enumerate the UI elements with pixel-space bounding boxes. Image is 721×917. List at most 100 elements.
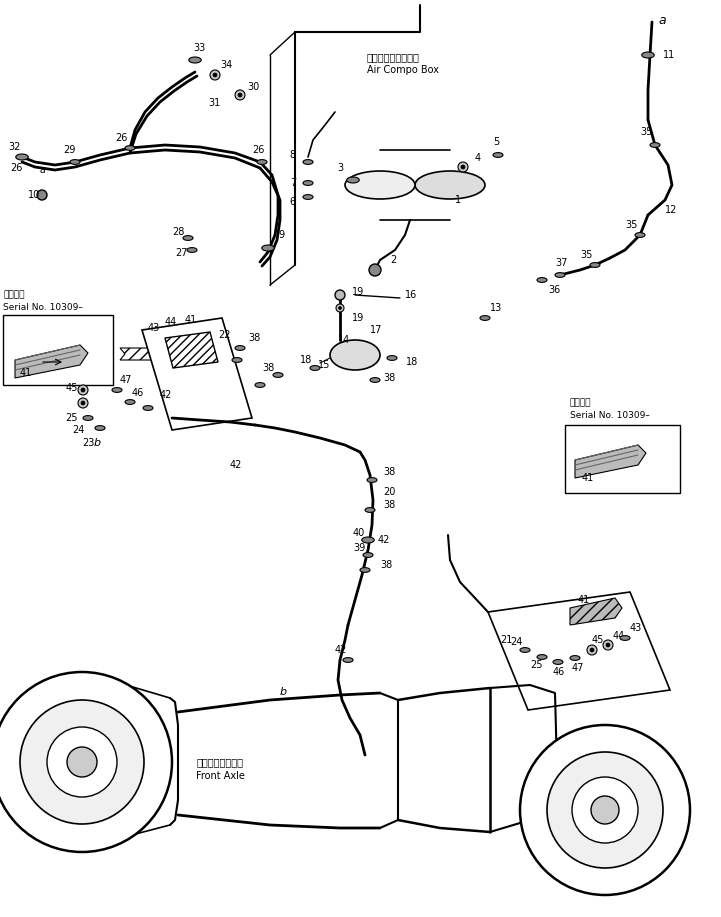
Text: 6: 6 xyxy=(290,197,296,207)
Circle shape xyxy=(213,73,217,77)
Circle shape xyxy=(81,388,85,392)
Text: 2: 2 xyxy=(390,255,397,265)
Ellipse shape xyxy=(125,146,135,150)
Text: 35: 35 xyxy=(580,250,593,260)
Text: 8: 8 xyxy=(290,150,296,160)
Text: Air Compo Box: Air Compo Box xyxy=(367,65,439,75)
Circle shape xyxy=(587,645,597,655)
Text: 42: 42 xyxy=(160,390,172,400)
Circle shape xyxy=(461,165,465,169)
Polygon shape xyxy=(488,592,670,710)
Circle shape xyxy=(78,398,88,408)
Text: 33: 33 xyxy=(193,43,205,53)
Ellipse shape xyxy=(235,346,245,350)
Ellipse shape xyxy=(620,635,630,640)
Text: 25: 25 xyxy=(65,413,77,423)
Ellipse shape xyxy=(635,233,645,238)
Text: 26: 26 xyxy=(115,133,128,143)
Ellipse shape xyxy=(365,508,375,513)
Ellipse shape xyxy=(343,657,353,662)
Ellipse shape xyxy=(187,248,197,252)
Text: Front Axle: Front Axle xyxy=(195,771,244,781)
Text: 36: 36 xyxy=(548,285,560,295)
Circle shape xyxy=(338,306,342,310)
Text: 18: 18 xyxy=(406,357,418,367)
Text: 41: 41 xyxy=(578,595,590,605)
Ellipse shape xyxy=(330,340,380,370)
Text: 15: 15 xyxy=(318,360,330,370)
Text: 47: 47 xyxy=(120,375,133,385)
Text: 25: 25 xyxy=(530,660,542,670)
Ellipse shape xyxy=(415,171,485,199)
Text: 1: 1 xyxy=(455,195,461,205)
Ellipse shape xyxy=(480,315,490,320)
Ellipse shape xyxy=(95,425,105,430)
Circle shape xyxy=(78,385,88,395)
Text: 35: 35 xyxy=(640,127,653,137)
Text: 38: 38 xyxy=(383,467,395,477)
Ellipse shape xyxy=(570,656,580,660)
Ellipse shape xyxy=(642,52,654,58)
Ellipse shape xyxy=(555,272,565,278)
Text: 26: 26 xyxy=(10,163,22,173)
Text: 39: 39 xyxy=(353,543,366,553)
Text: 32: 32 xyxy=(8,142,20,152)
Text: 適用号等: 適用号等 xyxy=(570,399,591,407)
Text: 24: 24 xyxy=(510,637,523,647)
Circle shape xyxy=(47,727,117,797)
Bar xyxy=(565,425,680,493)
Text: 43: 43 xyxy=(148,323,160,333)
Ellipse shape xyxy=(345,171,415,199)
Text: 29: 29 xyxy=(63,145,76,155)
Text: 26: 26 xyxy=(252,145,265,155)
Ellipse shape xyxy=(370,378,380,382)
Ellipse shape xyxy=(70,160,80,164)
Text: a: a xyxy=(658,14,665,27)
Circle shape xyxy=(67,747,97,777)
Ellipse shape xyxy=(493,152,503,158)
Polygon shape xyxy=(120,348,168,360)
Text: 42: 42 xyxy=(335,645,348,655)
Circle shape xyxy=(20,700,144,824)
Text: 5: 5 xyxy=(493,137,499,147)
Circle shape xyxy=(590,648,594,652)
Text: 11: 11 xyxy=(663,50,676,60)
Text: 31: 31 xyxy=(208,98,220,108)
Ellipse shape xyxy=(590,262,600,268)
Text: 42: 42 xyxy=(378,535,390,545)
Text: 適用号等: 適用号等 xyxy=(3,291,25,300)
Ellipse shape xyxy=(553,659,563,665)
Text: 40: 40 xyxy=(353,528,366,538)
Text: フロントアクスル: フロントアクスル xyxy=(197,757,244,767)
Text: 10: 10 xyxy=(28,190,40,200)
Text: 43: 43 xyxy=(630,623,642,633)
Circle shape xyxy=(210,70,220,80)
Text: 44: 44 xyxy=(165,317,177,327)
Circle shape xyxy=(603,640,613,650)
Text: Serial No. 10309–: Serial No. 10309– xyxy=(570,411,650,419)
Ellipse shape xyxy=(537,655,547,659)
Ellipse shape xyxy=(303,194,313,199)
Text: 41: 41 xyxy=(20,368,32,378)
Text: 47: 47 xyxy=(572,663,585,673)
Ellipse shape xyxy=(650,143,660,148)
Circle shape xyxy=(335,290,345,300)
Ellipse shape xyxy=(387,356,397,360)
Ellipse shape xyxy=(347,177,359,183)
Text: 4: 4 xyxy=(475,153,481,163)
Text: 45: 45 xyxy=(592,635,604,645)
Text: 28: 28 xyxy=(172,227,185,237)
Text: 18: 18 xyxy=(300,355,312,365)
Circle shape xyxy=(606,643,610,647)
Ellipse shape xyxy=(273,372,283,378)
Text: 7: 7 xyxy=(290,178,296,188)
Circle shape xyxy=(235,90,245,100)
Text: 17: 17 xyxy=(370,325,382,335)
Text: 22: 22 xyxy=(218,330,231,340)
Circle shape xyxy=(547,752,663,868)
Text: Serial No. 10309–: Serial No. 10309– xyxy=(3,303,83,312)
Text: 23: 23 xyxy=(82,438,94,448)
Text: a: a xyxy=(40,165,46,175)
Circle shape xyxy=(336,304,344,312)
Ellipse shape xyxy=(362,537,374,543)
